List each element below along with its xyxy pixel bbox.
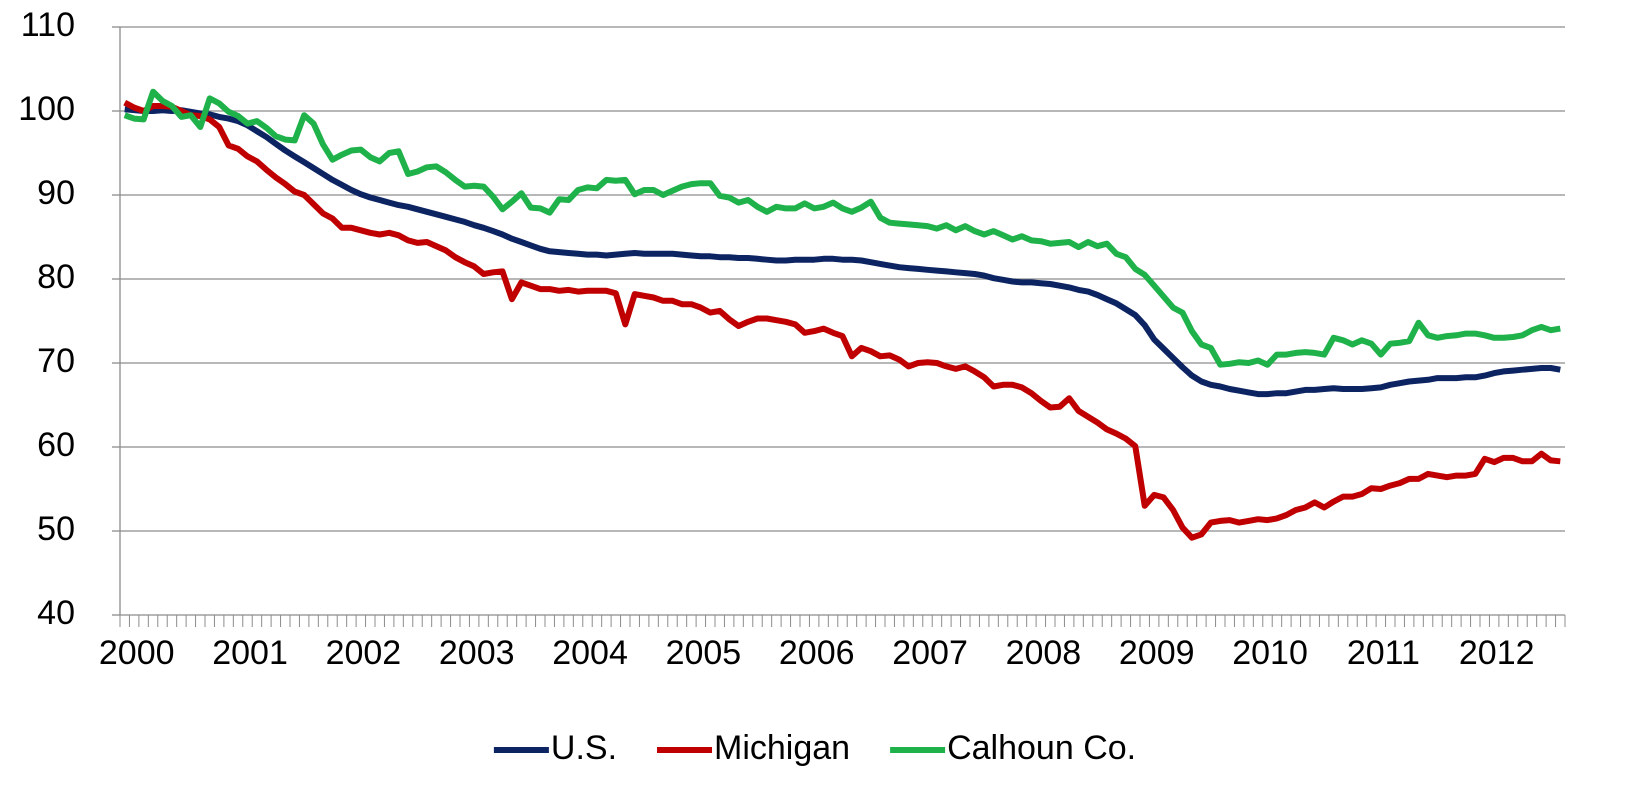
x-tick-label: 2012	[1459, 634, 1535, 672]
x-tick-label: 2006	[779, 634, 855, 672]
x-tick-label: 2001	[212, 634, 288, 672]
x-tick-label: 2002	[326, 634, 402, 672]
y-tick-label: 110	[21, 6, 75, 44]
x-tick-label: 2003	[439, 634, 515, 672]
x-tick-label: 2007	[892, 634, 968, 672]
legend-label: U.S.	[551, 729, 617, 767]
x-tick-label: 2005	[666, 634, 742, 672]
x-tick-label: 2009	[1119, 634, 1195, 672]
legend-label: Calhoun Co.	[947, 729, 1136, 767]
legend-label: Michigan	[714, 729, 850, 767]
y-tick-label: 70	[37, 342, 75, 380]
x-tick-label: 2010	[1232, 634, 1308, 672]
x-tick-label: 2000	[99, 634, 175, 672]
x-tick-label: 2008	[1006, 634, 1082, 672]
y-tick-label: 80	[37, 258, 75, 296]
y-tick-label: 50	[37, 510, 75, 548]
y-tick-label: 40	[37, 594, 75, 632]
series-line	[124, 106, 1561, 398]
y-tick-label: 60	[37, 426, 75, 464]
x-tick-label: 2011	[1347, 634, 1420, 672]
y-tick-label: 90	[37, 174, 75, 212]
x-tick-label: 2004	[552, 634, 628, 672]
series-line	[123, 99, 1561, 541]
series-line	[123, 88, 1561, 368]
y-tick-label: 100	[18, 90, 75, 128]
